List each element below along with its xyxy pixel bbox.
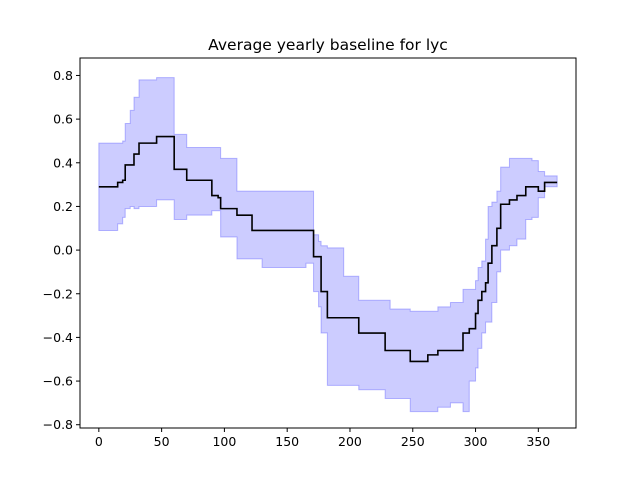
confidence-band [98,77,558,413]
y-tick-label: −0.4 [43,330,73,345]
axes-frame [79,57,577,429]
x-tick-label: 250 [401,434,425,449]
y-tick-label: 0.4 [53,155,73,170]
y-tick-label: 0.6 [53,112,73,127]
x-tick-label: 300 [464,434,488,449]
x-tick-label: 50 [154,434,170,449]
y-tick-label: 0.2 [53,199,73,214]
x-tick-label: 350 [526,434,550,449]
y-tick-label: 0.8 [53,68,73,83]
y-tick-label: 0.0 [53,243,73,258]
chart-title: Average yearly baseline for lyc [208,36,448,54]
y-tick-label: −0.2 [43,286,73,301]
x-axis: 0 50 100 150 200 250 300 350 [95,428,550,449]
y-tick-label: −0.6 [43,374,73,389]
x-tick-label: 100 [212,434,236,449]
mean-line [98,135,558,363]
x-tick-label: 150 [275,434,299,449]
y-tick-label: −0.8 [43,417,73,432]
plot-area [98,77,558,413]
y-axis: −0.8 −0.6 −0.4 −0.2 0.0 0.2 0.4 0.6 0.8 [43,68,80,432]
x-tick-label: 200 [338,434,362,449]
x-tick-label: 0 [95,434,103,449]
